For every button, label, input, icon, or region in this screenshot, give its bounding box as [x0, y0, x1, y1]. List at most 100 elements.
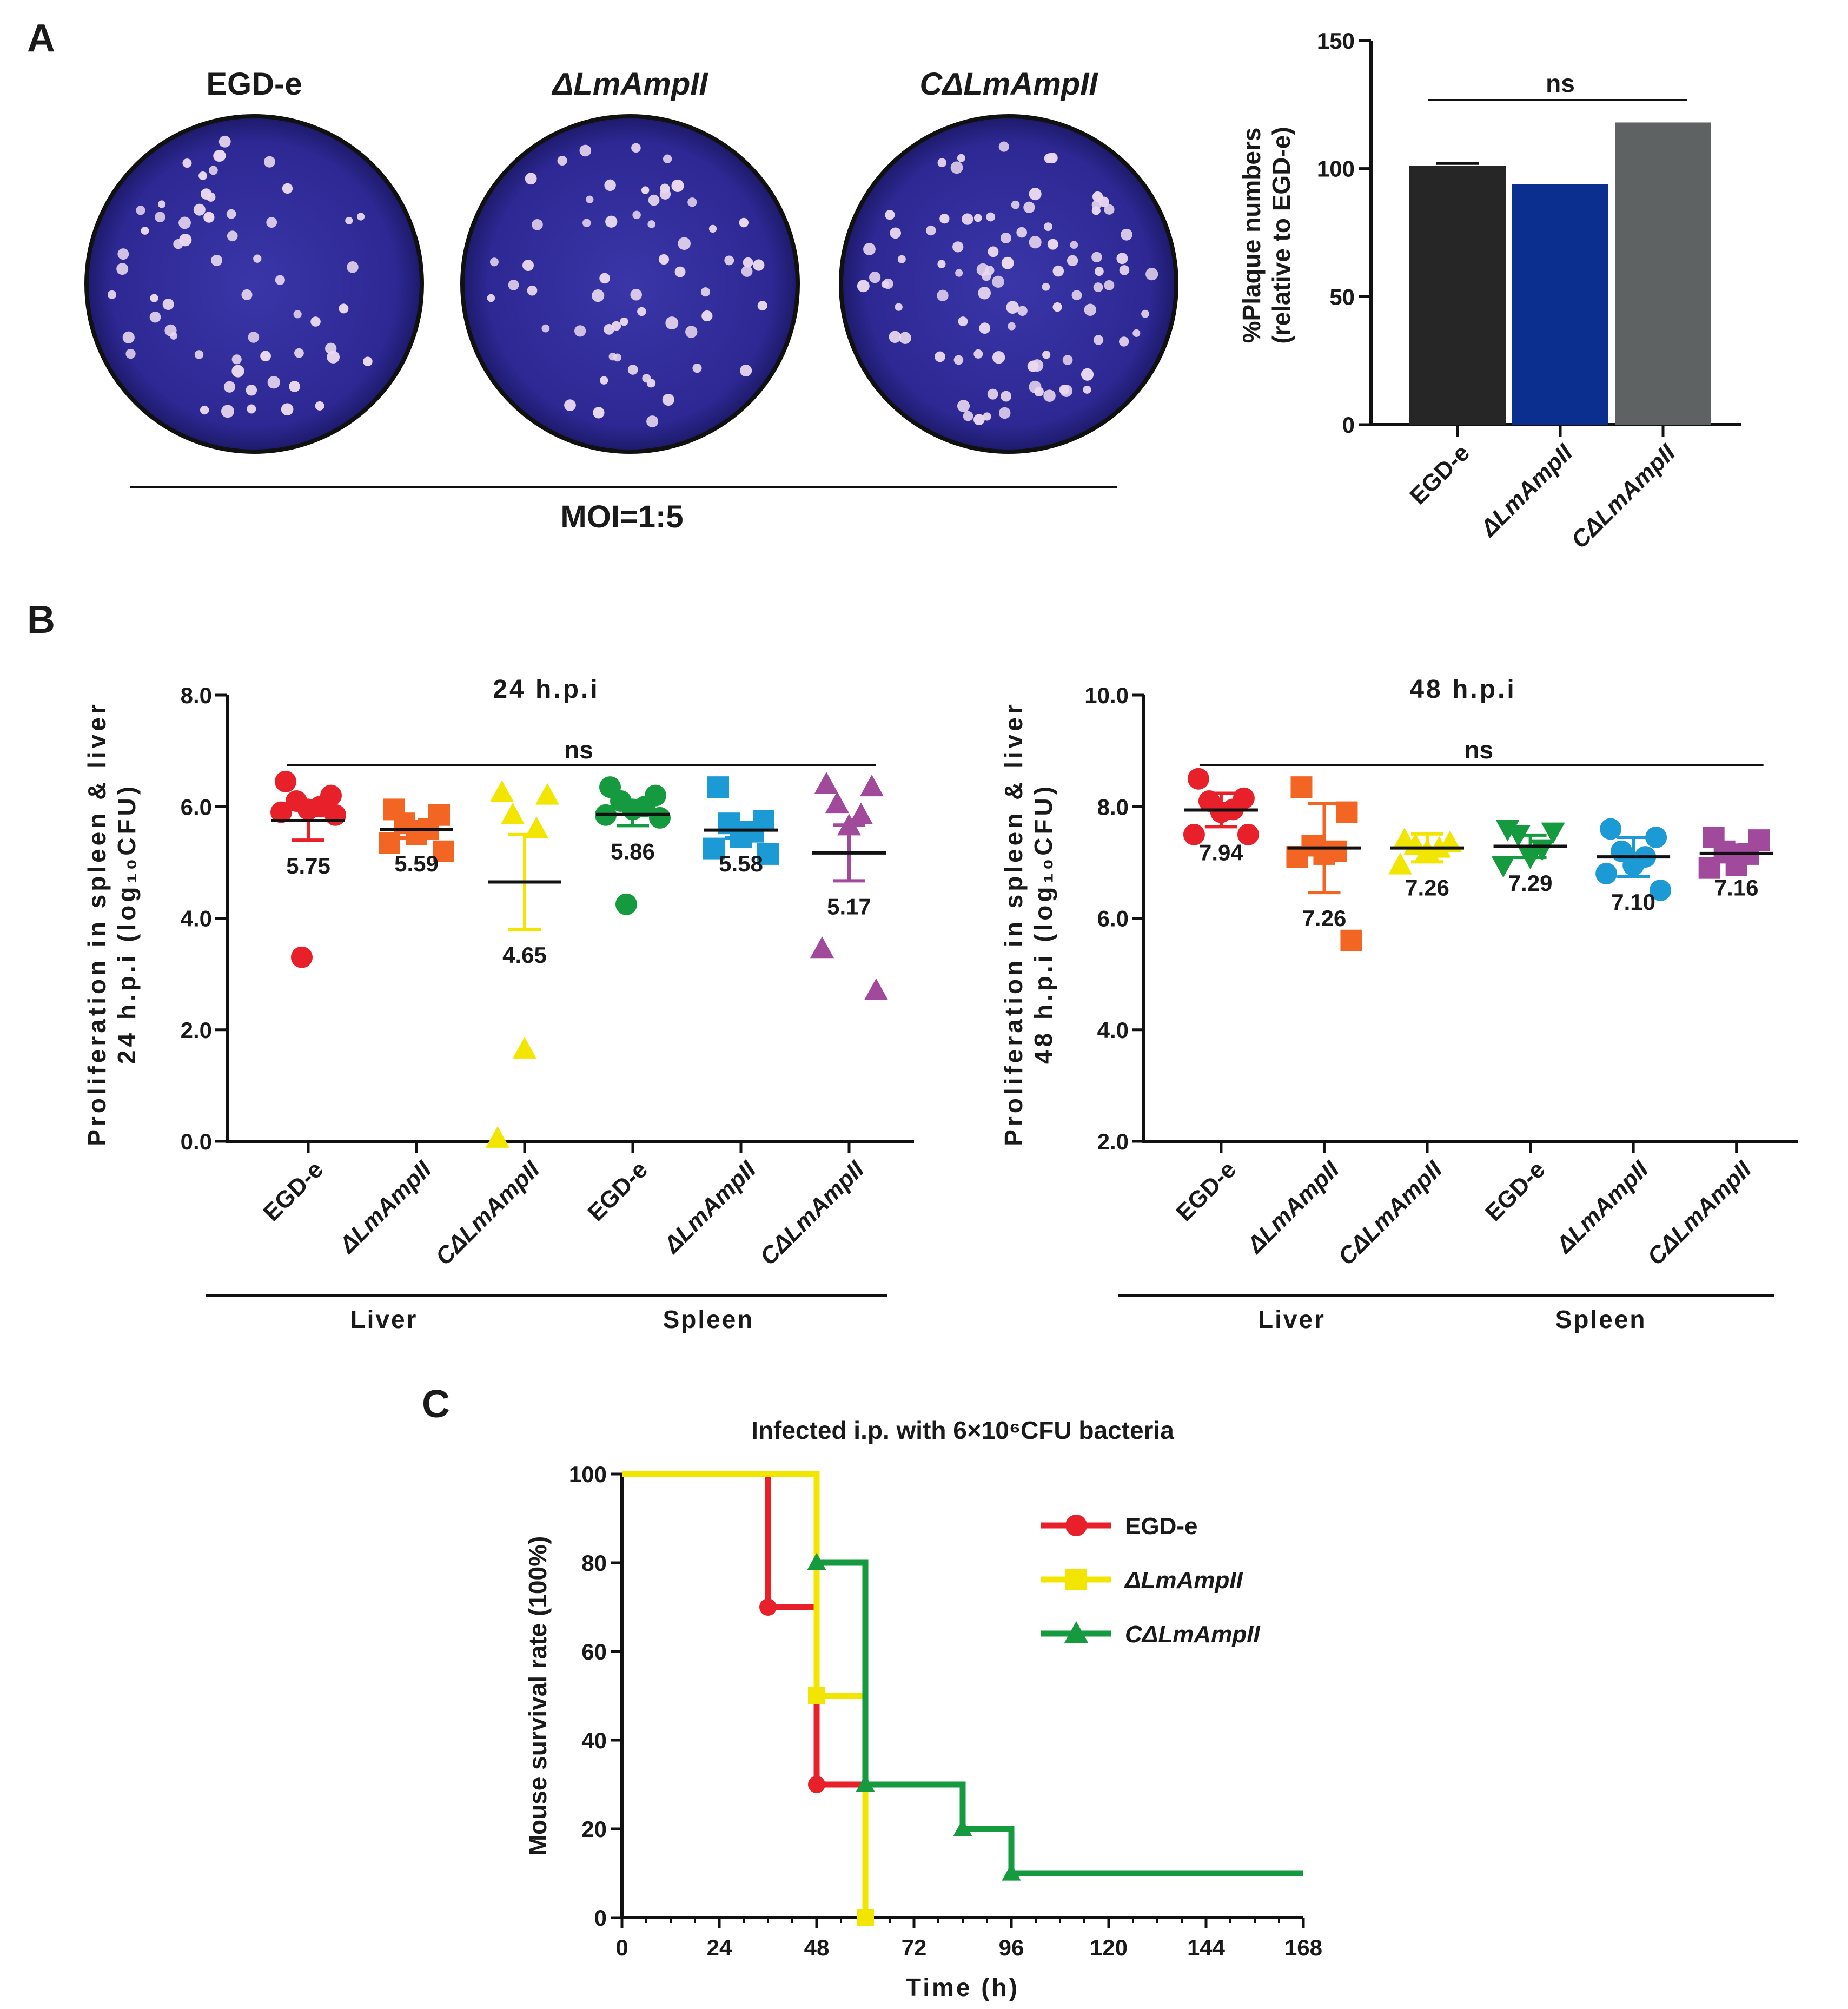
plaque [508, 280, 519, 290]
survival-marker [857, 1909, 874, 1926]
plaque [740, 365, 752, 377]
data-point [486, 1126, 509, 1148]
plaque [685, 326, 698, 338]
scatter-y-label-line1: Proliferation in spleen & liver [999, 701, 1028, 1146]
scatter-y-tick-label: 2.0 [181, 1017, 212, 1043]
plaque [107, 290, 117, 299]
plaque [211, 254, 223, 266]
data-point [703, 837, 725, 860]
group-label-spleen: Spleen [663, 1305, 754, 1333]
plaque [1044, 222, 1052, 232]
plaque [988, 246, 999, 257]
scatter-y-label-line2: 48 h.p.i (log₁₀CFU) [1029, 783, 1057, 1064]
plaque [1071, 290, 1082, 301]
plaque [1001, 256, 1014, 269]
plaque [963, 411, 973, 421]
plaque [315, 401, 324, 411]
survival-series-egd-e: EGD-e [622, 1471, 1197, 1926]
plaque [630, 288, 642, 301]
plaque [564, 399, 576, 412]
survival-y-tick-label: 40 [581, 1728, 607, 1753]
data-point [1725, 854, 1747, 876]
plaque [293, 310, 302, 319]
mean-value-label: 5.75 [286, 853, 330, 878]
series-liver-delta-lmampii: 7.26 ΔLmAmpII [1241, 776, 1362, 1259]
plaque [724, 255, 734, 266]
data-point [1290, 776, 1313, 798]
plaque [198, 171, 207, 180]
plaque [647, 220, 655, 228]
plaque [627, 365, 638, 375]
data-point [1595, 863, 1618, 884]
bar-x-tick-label: EGD-e [1405, 439, 1475, 510]
plaque [294, 348, 304, 358]
plaque [982, 272, 991, 281]
series-spleen-egd-e: 5.86 EGD-e [582, 776, 671, 1226]
series-spleen-delta-lmampii: 5.58 ΔLmAmpII [658, 776, 779, 1259]
plaque [1104, 280, 1115, 290]
plaque [541, 324, 550, 333]
bar-cdelta-lmampii [1615, 122, 1711, 425]
group-label-liver: Liver [350, 1305, 418, 1333]
bar-y-tick-label: 50 [1329, 284, 1355, 309]
plaque [179, 234, 192, 247]
scatter-x-tick-label: ΔLmAmpII [1551, 1156, 1654, 1259]
plaque [701, 310, 713, 322]
survival-line [817, 1559, 1303, 1876]
plaque [863, 243, 876, 256]
plaque [962, 213, 973, 225]
plaque [992, 351, 1005, 364]
data-point [1518, 848, 1542, 870]
plaque [1062, 355, 1073, 365]
plaque [178, 216, 191, 229]
survival-marker [807, 1552, 826, 1570]
mean-value-label: 4.65 [502, 942, 547, 968]
plaque [527, 285, 538, 296]
plaque [1006, 301, 1019, 314]
plaque [973, 414, 985, 425]
plaque [345, 216, 353, 224]
plaque [1046, 152, 1058, 164]
plaque [281, 403, 294, 416]
plaque [1047, 239, 1058, 250]
data-point [707, 776, 729, 798]
plaque [869, 272, 881, 283]
plaque [973, 349, 983, 359]
legend-label: ΔLmAmpII [1124, 1567, 1243, 1594]
survival-marker [808, 1687, 825, 1704]
panel-letter-a: A [27, 17, 55, 60]
plaque [1070, 241, 1078, 249]
survival-x-tick-label: 24 [707, 1935, 732, 1960]
cfu-48h-chart: 2.0 4.0 6.0 8.0 10.0 Proliferation in spleen … [999, 675, 1798, 1333]
series-liver-egd-e: 5.75 EGD-e [258, 770, 346, 1226]
scatter-title: 24 h.p.i [493, 675, 599, 704]
data-point [275, 770, 296, 792]
survival-marker [953, 1819, 972, 1836]
data-point [513, 1036, 536, 1059]
plaque [194, 350, 204, 359]
plaque [1017, 306, 1028, 316]
series-liver-egd-e: 7.94 EGD-e [1171, 768, 1259, 1226]
legend-swatch-marker [1064, 1621, 1088, 1643]
plaque [935, 351, 945, 362]
plaque [122, 331, 135, 343]
data-point [433, 840, 454, 862]
plaque [1000, 233, 1011, 244]
plaque-bar-chart: 0 50 100 150 %Plaque numbers (relative to EGD… [1237, 28, 1741, 554]
scatter-y-tick-label: 6.0 [181, 794, 212, 820]
mean-value-label: 5.17 [827, 894, 871, 919]
data-point [535, 783, 559, 805]
data-point [1506, 825, 1531, 847]
plaque [200, 405, 209, 415]
plaque [660, 183, 670, 194]
bar-y-label-line2: (relative to EGD-e) [1267, 127, 1295, 343]
survival-x-tick-label: 48 [804, 1935, 830, 1960]
survival-marker [1002, 1863, 1021, 1881]
scatter-x-tick-label: CΔLmAmpII [755, 1156, 870, 1271]
bar-x-tick-label: ΔLmAmpII [1475, 439, 1578, 543]
plaque [973, 214, 982, 222]
plate-egd-e [84, 114, 424, 454]
plaque [613, 353, 621, 362]
plaque [221, 405, 234, 418]
plaque [522, 260, 534, 272]
